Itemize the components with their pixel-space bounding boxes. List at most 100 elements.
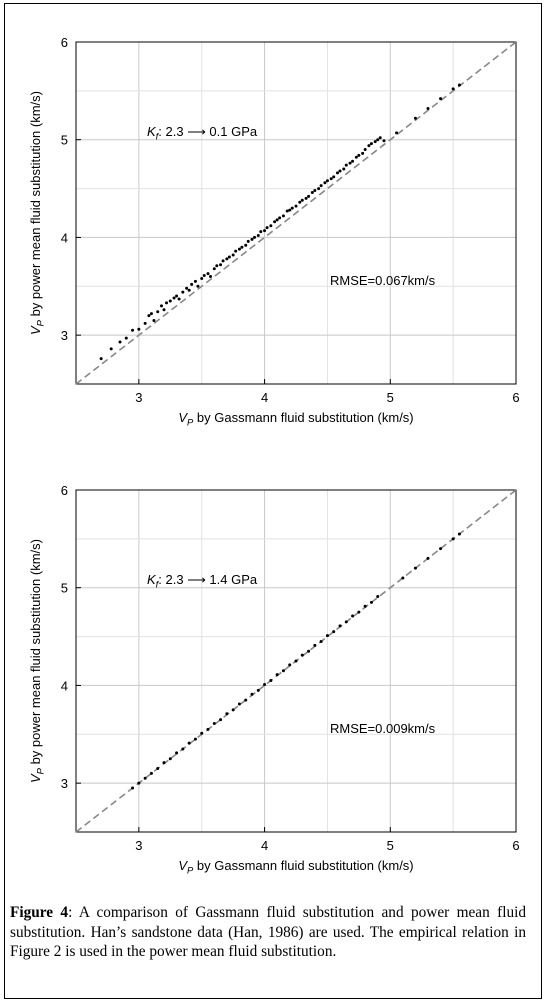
data-point (187, 288, 191, 292)
data-point (244, 243, 248, 247)
x-tick-label: 3 (135, 390, 142, 405)
data-point (225, 257, 229, 261)
data-point (329, 177, 333, 181)
data-point (234, 249, 238, 253)
data-point (159, 304, 163, 308)
data-point (332, 175, 336, 179)
data-point (172, 296, 176, 300)
data-point (376, 138, 380, 142)
data-point (263, 229, 267, 233)
data-point (265, 226, 269, 230)
y-tick-label: 3 (61, 776, 68, 791)
x-tick-label: 3 (135, 838, 142, 853)
data-point (193, 737, 197, 741)
data-point (439, 547, 443, 551)
figure-caption: Figure 4: A comparison of Gassmann fluid… (10, 903, 526, 962)
data-point (181, 747, 185, 751)
data-point (152, 318, 156, 322)
data-point (307, 649, 311, 653)
x-tick-label: 5 (387, 838, 394, 853)
data-point (290, 206, 294, 210)
data-point (439, 97, 443, 101)
data-point (237, 247, 241, 251)
data-point (225, 712, 229, 716)
data-point (231, 708, 235, 712)
data-point (457, 532, 461, 536)
data-point (310, 190, 314, 194)
data-point (263, 682, 267, 686)
data-point (206, 272, 210, 276)
data-point (250, 692, 254, 696)
data-point (237, 702, 241, 706)
caption-label: Figure 4 (10, 904, 69, 921)
data-point (156, 766, 160, 770)
x-axis-label: VP by Gassmann fluid substitution (km/s) (178, 858, 413, 876)
data-point (187, 741, 191, 745)
figure-frame (4, 3, 542, 999)
data-point (323, 181, 327, 185)
data-point (156, 310, 160, 314)
data-point (300, 198, 304, 202)
data-point (285, 209, 289, 213)
data-point (382, 139, 386, 143)
y-tick-label: 3 (61, 328, 68, 343)
data-point (259, 230, 263, 234)
fluid-modulus-annotation: Kf: 2.3 ⟶ 0.1 GPa (147, 124, 258, 142)
data-point (313, 189, 317, 193)
data-point (288, 663, 292, 667)
data-point (307, 194, 311, 198)
data-point (147, 314, 151, 318)
data-point (168, 299, 172, 303)
data-point (413, 566, 417, 570)
data-point (342, 167, 346, 171)
data-point (338, 624, 342, 628)
data-point (413, 116, 417, 120)
data-point (162, 761, 166, 765)
data-point (162, 308, 166, 312)
chart-panel-1: 3 4 5 6 3 4 5 6 VP by Gassmann fluid substitutio… (28, 35, 520, 428)
data-point (137, 781, 141, 785)
data-point (426, 106, 430, 110)
data-point (317, 187, 321, 191)
data-point (401, 576, 405, 580)
data-point (99, 357, 103, 361)
data-point (118, 340, 122, 344)
plot-frame (75, 489, 517, 833)
data-point (451, 87, 455, 91)
y-tick-label: 6 (61, 483, 68, 498)
data-point (367, 144, 371, 148)
data-point (256, 233, 260, 237)
fluid-modulus-annotation: Kf: 2.3 ⟶ 1.4 GPa (147, 572, 258, 590)
data-point (202, 274, 206, 278)
data-point (338, 169, 342, 173)
data-point (165, 301, 169, 305)
data-point (363, 604, 367, 608)
x-tick-label: 4 (261, 390, 268, 405)
data-point (109, 347, 113, 351)
data-point (149, 771, 153, 775)
data-point (344, 620, 348, 624)
data-point (304, 196, 308, 200)
y-tick-label: 4 (61, 678, 68, 693)
data-point (351, 614, 355, 618)
data-point (273, 220, 277, 224)
data-point (294, 659, 298, 663)
data-point (313, 643, 317, 647)
data-point (227, 255, 231, 259)
data-point (357, 610, 361, 614)
data-point (325, 179, 329, 183)
data-point (212, 722, 216, 726)
data-point (369, 600, 373, 604)
data-point (332, 630, 336, 634)
data-point (369, 142, 373, 146)
data-point (275, 673, 279, 677)
data-point (278, 216, 282, 220)
data-point (219, 263, 223, 267)
data-point (335, 171, 339, 175)
identity-line (75, 41, 517, 385)
data-point (294, 204, 298, 208)
data-point (344, 163, 348, 167)
data-point (288, 208, 292, 212)
data-point (361, 151, 365, 155)
rmse-annotation: RMSE=0.067km/s (330, 273, 436, 288)
